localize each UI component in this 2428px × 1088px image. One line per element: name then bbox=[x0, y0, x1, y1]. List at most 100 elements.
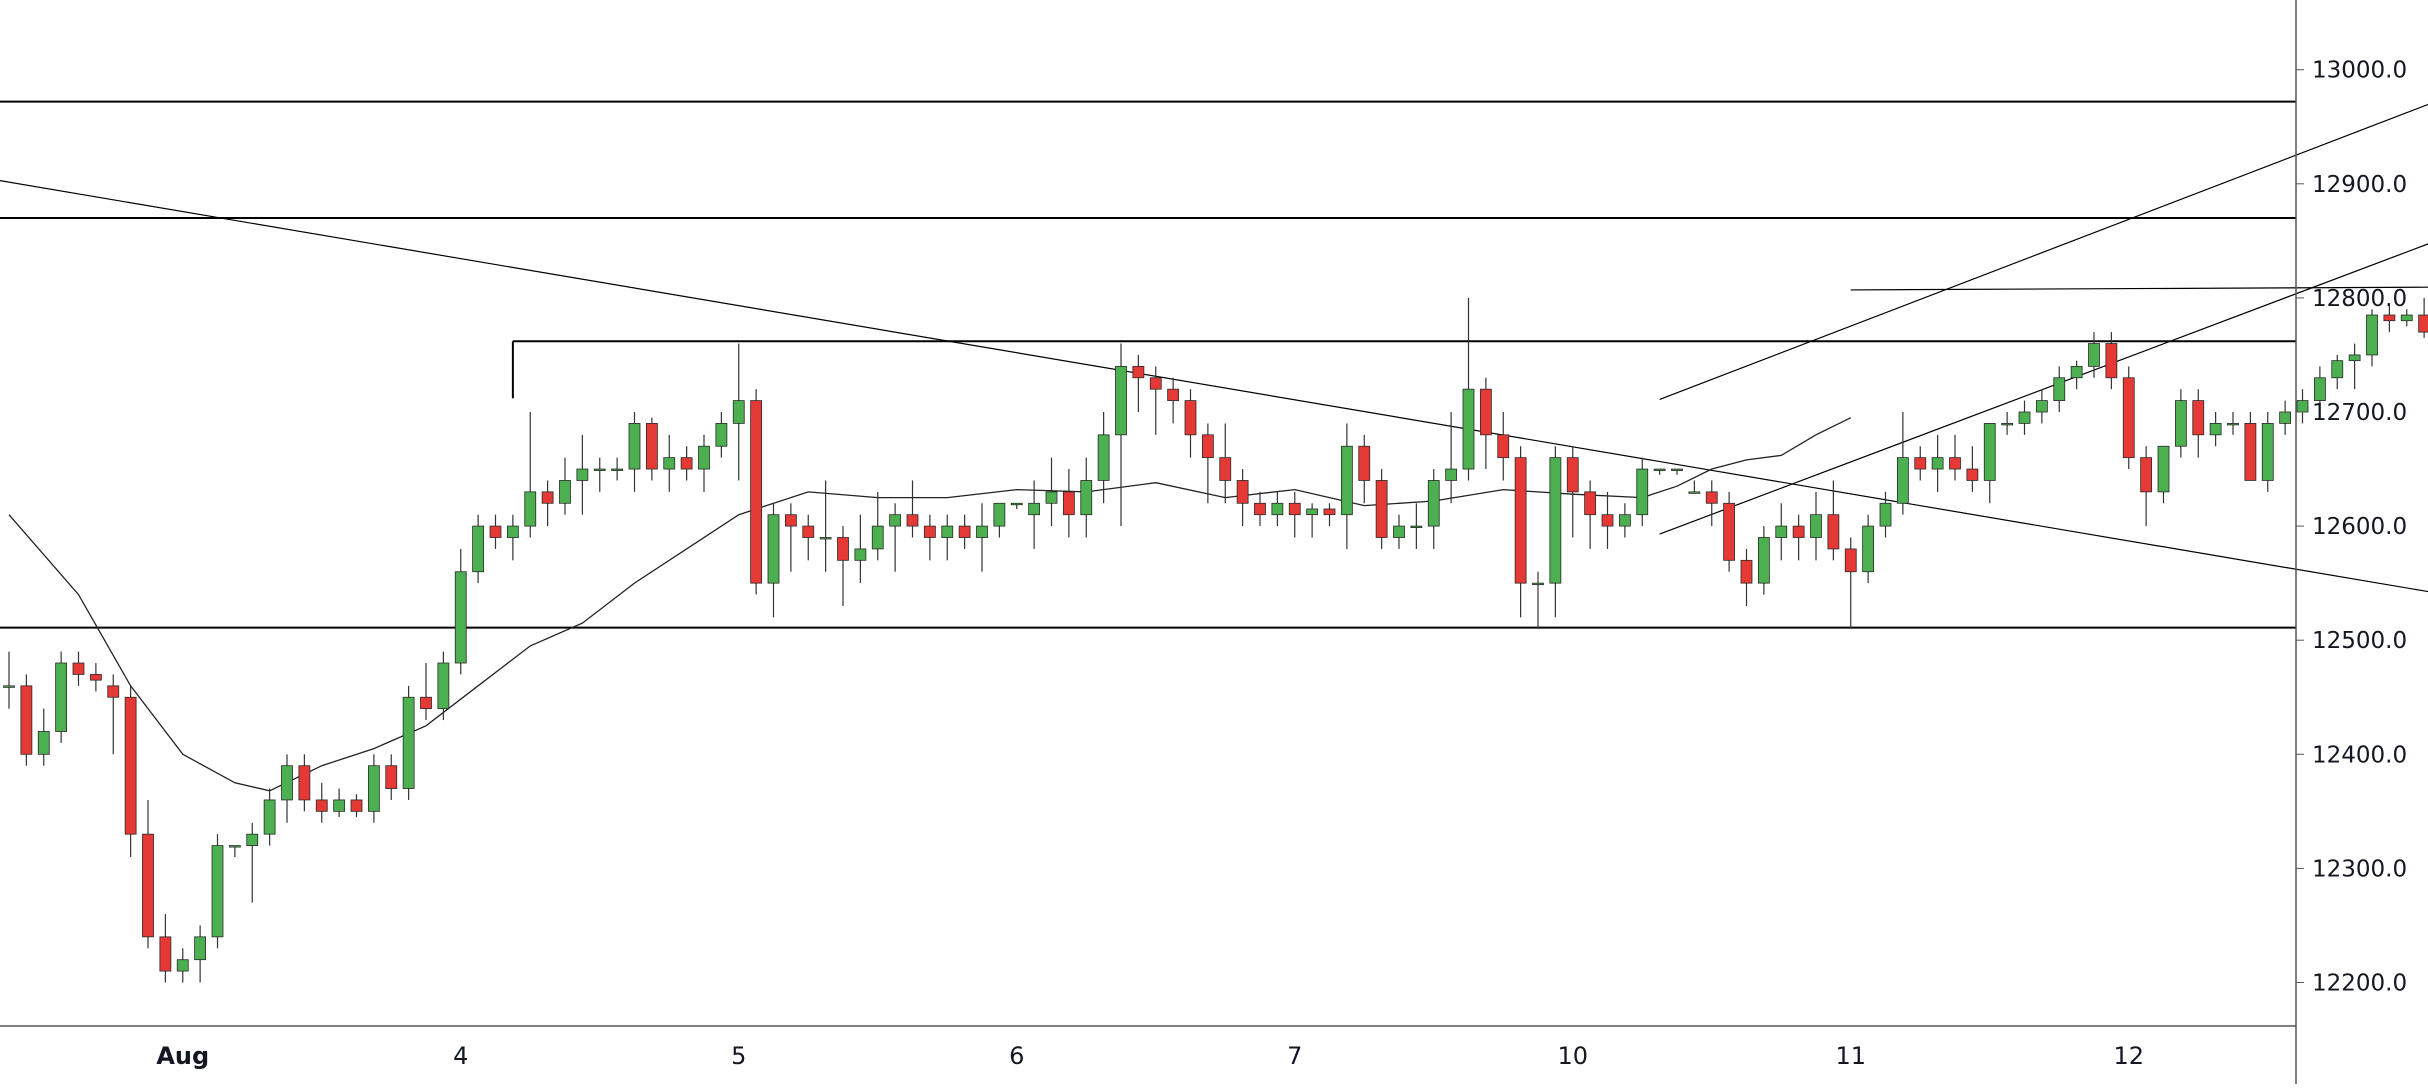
candle-body-up bbox=[2262, 423, 2273, 480]
candle-body-up bbox=[2071, 366, 2082, 377]
candle bbox=[1619, 503, 1630, 537]
candle bbox=[73, 652, 84, 686]
candle-body-down bbox=[2245, 423, 2256, 480]
candle-body-up bbox=[507, 526, 518, 537]
candle bbox=[1480, 378, 1491, 469]
candle-body-up bbox=[629, 423, 640, 469]
candle-body-down bbox=[959, 526, 970, 537]
candle bbox=[768, 503, 779, 617]
candle bbox=[2262, 412, 2273, 492]
candle bbox=[1533, 572, 1544, 629]
candle bbox=[2193, 389, 2204, 457]
candle-body-up bbox=[2002, 423, 2013, 425]
candle bbox=[924, 515, 935, 561]
candle-body-down bbox=[1828, 515, 1839, 549]
candle-body-up bbox=[2036, 401, 2047, 412]
candle bbox=[1411, 503, 1422, 549]
candle-body-down bbox=[1498, 435, 1509, 458]
candle bbox=[1637, 458, 1648, 526]
candle-body-down bbox=[1185, 401, 1196, 435]
candle bbox=[942, 515, 953, 561]
candle bbox=[1585, 480, 1596, 548]
candle bbox=[1672, 469, 1683, 475]
candle bbox=[1359, 435, 1370, 503]
candle-body-down bbox=[1289, 503, 1300, 514]
candle bbox=[1463, 298, 1474, 481]
candle bbox=[108, 674, 119, 754]
candle bbox=[1324, 503, 1335, 526]
candle-body-up bbox=[594, 469, 605, 471]
candle bbox=[542, 480, 553, 526]
candle-body-down bbox=[1150, 378, 1161, 389]
candles-layer bbox=[4, 298, 2428, 983]
candle-body-down bbox=[73, 663, 84, 674]
candle bbox=[1133, 355, 1144, 412]
price-tick-label: 12600.0 bbox=[2312, 514, 2407, 540]
candle bbox=[716, 412, 727, 458]
candle bbox=[2280, 401, 2291, 435]
price-tick-label: 12700.0 bbox=[2312, 400, 2407, 426]
candle-body-down bbox=[1915, 458, 1926, 469]
candle bbox=[1550, 446, 1561, 617]
candle bbox=[1932, 435, 1943, 492]
candle bbox=[507, 515, 518, 561]
candle-body-down bbox=[351, 800, 362, 811]
candle bbox=[316, 783, 327, 823]
candle-body-up bbox=[1863, 526, 1874, 572]
candle bbox=[1984, 423, 1995, 503]
candle bbox=[2245, 412, 2256, 480]
candle bbox=[2332, 355, 2343, 389]
candle-body-up bbox=[612, 469, 623, 471]
candle bbox=[1915, 446, 1926, 480]
candle bbox=[2228, 412, 2239, 435]
candle-body-up bbox=[768, 515, 779, 583]
candle-body-up bbox=[1411, 526, 1422, 528]
candle bbox=[1845, 538, 1856, 629]
time-tick-label: 10 bbox=[1557, 1042, 1588, 1070]
candle-body-up bbox=[890, 515, 901, 526]
candle bbox=[2419, 298, 2428, 338]
candle bbox=[21, 674, 32, 765]
candle-body-up bbox=[38, 731, 49, 754]
candle-body-up bbox=[2401, 315, 2412, 321]
candle-body-up bbox=[1932, 458, 1943, 469]
candle-body-down bbox=[803, 526, 814, 537]
candle bbox=[282, 754, 293, 822]
candle bbox=[2019, 401, 2030, 435]
candle bbox=[681, 446, 692, 480]
candle-body-up bbox=[716, 423, 727, 446]
price-tick-label: 12800.0 bbox=[2312, 286, 2407, 312]
candle bbox=[1654, 469, 1665, 475]
candle-body-up bbox=[733, 401, 744, 424]
candle-body-down bbox=[490, 526, 501, 537]
candle-body-down bbox=[785, 515, 796, 526]
candle-body-down bbox=[838, 538, 849, 561]
candle-body-up bbox=[455, 572, 466, 663]
candle-body-down bbox=[1255, 503, 1266, 514]
candle bbox=[1828, 480, 1839, 560]
candle-body-down bbox=[316, 800, 327, 811]
candle bbox=[2297, 389, 2308, 423]
candle-body-up bbox=[1428, 480, 1439, 526]
price-tick-label: 12900.0 bbox=[2312, 172, 2407, 198]
time-tick-label: 4 bbox=[453, 1042, 468, 1070]
candle bbox=[1255, 492, 1266, 526]
candle-body-up bbox=[1272, 503, 1283, 514]
candle bbox=[1863, 515, 1874, 583]
candle-body-up bbox=[2019, 412, 2030, 423]
candle bbox=[2002, 412, 2013, 435]
candle-body-up bbox=[1758, 538, 1769, 584]
candle bbox=[664, 435, 675, 492]
candle-body-up bbox=[1776, 526, 1787, 537]
candle-body-up bbox=[438, 663, 449, 709]
price-tick-label: 12400.0 bbox=[2312, 742, 2407, 768]
candle bbox=[1950, 435, 1961, 481]
candle-body-up bbox=[2280, 412, 2291, 423]
candle bbox=[1289, 492, 1300, 538]
candle-body-down bbox=[646, 423, 657, 469]
candle-body-up bbox=[1341, 446, 1352, 514]
candle-body-down bbox=[386, 766, 397, 789]
candle bbox=[560, 458, 571, 515]
